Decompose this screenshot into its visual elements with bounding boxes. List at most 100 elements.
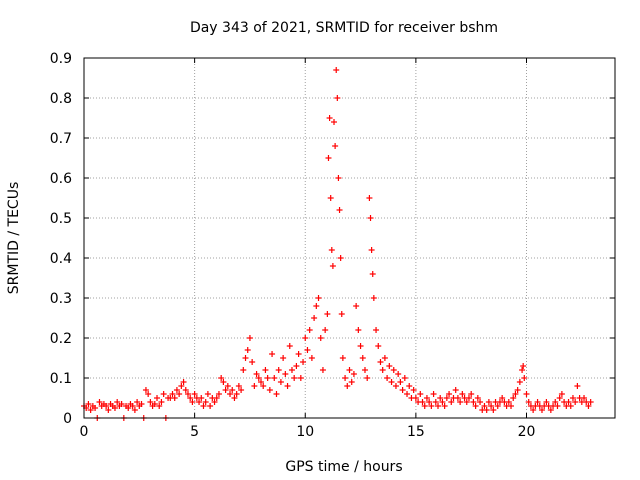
data-point — [154, 395, 161, 401]
data-point — [189, 399, 196, 405]
data-point — [238, 387, 245, 393]
data-point — [567, 403, 574, 409]
data-point — [446, 391, 453, 397]
data-point — [213, 395, 220, 401]
y-axis-label: SRMTID / TECUs — [6, 182, 22, 295]
data-point — [381, 355, 388, 361]
data-point — [315, 295, 322, 301]
data-point — [336, 207, 343, 213]
data-point — [435, 403, 441, 409]
data-point — [211, 399, 218, 405]
data-point — [472, 403, 479, 409]
data-point — [246, 335, 253, 341]
data-point — [337, 255, 344, 261]
x-tick-label: 15 — [407, 424, 425, 440]
data-point — [556, 395, 563, 401]
data-point — [171, 395, 178, 401]
data-point — [300, 359, 307, 365]
data-point — [145, 391, 152, 397]
data-point — [304, 347, 311, 353]
data-point — [103, 403, 110, 409]
data-point — [572, 399, 579, 405]
data-point — [275, 367, 282, 373]
data-point — [231, 395, 238, 401]
data-point — [534, 399, 541, 405]
data-point — [399, 387, 406, 393]
data-point — [235, 383, 242, 389]
data-point — [368, 247, 375, 253]
plot-frame — [83, 57, 616, 419]
data-point — [269, 351, 276, 357]
data-point — [249, 359, 256, 365]
data-point — [459, 391, 466, 397]
data-point — [317, 335, 324, 341]
data-point — [359, 355, 366, 361]
data-point — [437, 395, 444, 401]
data-point — [452, 387, 459, 393]
data-point — [92, 405, 99, 411]
y-tick-label: 0.7 — [50, 131, 72, 147]
data-point — [251, 383, 258, 389]
data-point — [367, 215, 374, 221]
data-point — [569, 395, 576, 401]
data-point — [184, 391, 191, 397]
data-point — [280, 355, 287, 361]
data-point — [255, 375, 262, 381]
data-point — [574, 383, 581, 389]
data-point — [361, 367, 368, 373]
data-point — [370, 295, 377, 301]
data-point — [328, 247, 335, 253]
data-point — [377, 359, 384, 365]
y-tick-label: 0 — [63, 411, 72, 427]
data-point — [364, 375, 371, 381]
data-point — [138, 401, 145, 407]
data-point — [260, 383, 267, 389]
data-point — [96, 399, 103, 405]
data-point — [348, 379, 355, 385]
data-point — [454, 395, 461, 401]
data-point — [521, 375, 528, 381]
data-point — [379, 367, 386, 373]
data-point — [470, 399, 477, 405]
data-point — [353, 303, 360, 309]
data-point — [397, 379, 404, 385]
data-point — [156, 403, 163, 409]
data-point — [313, 303, 320, 309]
data-point — [488, 403, 495, 409]
data-point — [151, 401, 158, 407]
data-point — [178, 383, 185, 389]
data-point — [410, 387, 417, 393]
y-tick-label: 0.8 — [50, 91, 72, 107]
data-point — [105, 407, 112, 413]
data-point — [344, 383, 351, 389]
data-point — [585, 403, 592, 409]
data-point — [485, 399, 492, 405]
data-point — [233, 391, 240, 397]
data-point — [264, 375, 271, 381]
data-point — [142, 387, 149, 393]
data-point — [538, 407, 545, 413]
data-point — [266, 387, 273, 393]
data-point — [395, 371, 402, 377]
data-point — [483, 407, 490, 413]
y-tick-label: 0.6 — [50, 171, 72, 187]
data-point — [406, 383, 413, 389]
x-tick-label: 20 — [518, 424, 536, 440]
data-point — [428, 403, 435, 409]
data-point — [222, 387, 229, 393]
data-point — [386, 363, 393, 369]
data-points — [81, 67, 594, 421]
data-point — [114, 399, 121, 405]
data-point — [169, 391, 176, 397]
data-point — [338, 311, 345, 317]
data-point — [306, 327, 313, 333]
data-point — [158, 399, 165, 405]
data-point — [200, 403, 207, 409]
data-point — [463, 399, 470, 405]
data-point — [240, 367, 247, 373]
data-point — [350, 371, 357, 377]
data-point — [227, 391, 234, 397]
data-point — [510, 395, 517, 401]
data-point — [288, 367, 295, 373]
